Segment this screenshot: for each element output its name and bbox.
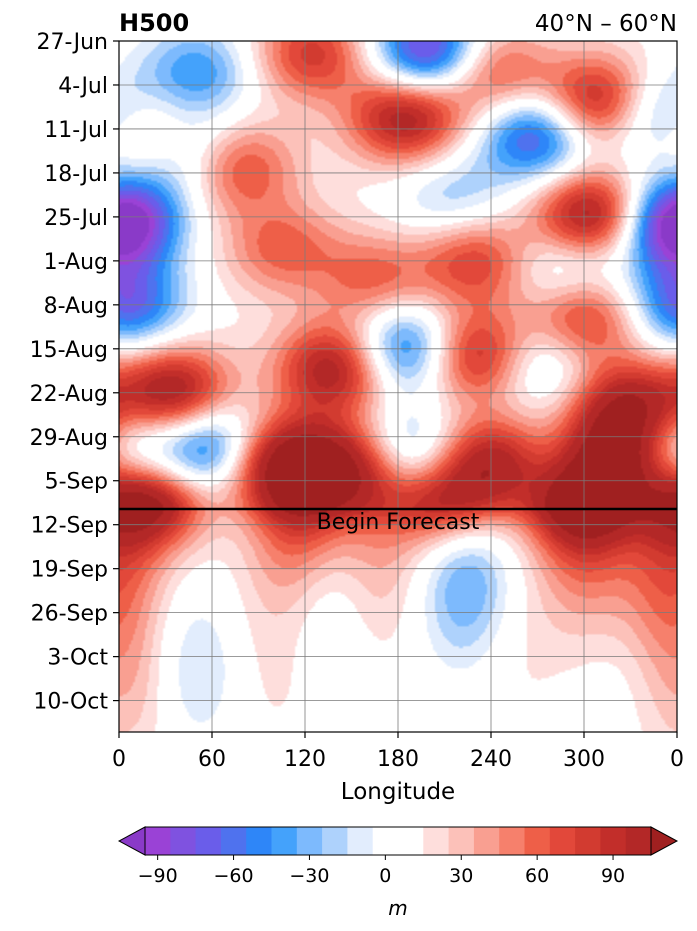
y-tick-label: 26-Sep bbox=[31, 602, 108, 627]
y-tick-label: 12-Sep bbox=[31, 514, 108, 539]
y-tick-label: 4-Jul bbox=[58, 74, 108, 99]
colorbar: −90 −60 −30 0 30 60 90 bbox=[117, 826, 679, 887]
colorbar-segment bbox=[170, 827, 197, 855]
y-tick-label: 29-Aug bbox=[30, 426, 108, 451]
y-axis-ticks: 27-Jun 4-Jul 11-Jul 18-Jul 25-Jul 1-Aug 8-Aug 1… bbox=[30, 30, 119, 715]
forecast-label: Begin Forecast bbox=[317, 510, 480, 535]
colorbar-segment bbox=[398, 827, 424, 855]
colorbar-tick-label: −30 bbox=[289, 865, 329, 887]
colorbar-segment bbox=[322, 827, 348, 855]
x-tick-label: 240 bbox=[470, 747, 512, 772]
x-tick-label: 180 bbox=[377, 747, 419, 772]
colorbar-segment bbox=[195, 827, 222, 855]
colorbar-frame bbox=[144, 826, 652, 856]
colorbar-extend-low bbox=[117, 826, 146, 856]
colorbar-segment bbox=[473, 827, 500, 855]
x-tick-label: 0 bbox=[112, 747, 126, 772]
colorbar-segment bbox=[220, 827, 247, 855]
colorbar-segment bbox=[271, 827, 298, 855]
colorbar-tick-label: 60 bbox=[525, 865, 549, 887]
y-tick-label: 8-Aug bbox=[44, 294, 108, 319]
colorbar-segment bbox=[600, 827, 627, 855]
y-tick-label: 25-Jul bbox=[44, 206, 108, 231]
x-axis-label: Longitude bbox=[341, 779, 455, 805]
colorbar-segment bbox=[372, 827, 399, 855]
colorbar-segment bbox=[347, 827, 374, 855]
x-tick-label: 300 bbox=[563, 747, 605, 772]
colorbar-segment bbox=[575, 827, 601, 855]
y-tick-label: 19-Sep bbox=[31, 558, 108, 583]
colorbar-segment bbox=[448, 827, 475, 855]
chart-title-right: 40°N – 60°N bbox=[535, 11, 677, 37]
y-tick-label: 1-Aug bbox=[44, 250, 108, 275]
x-tick-label: 0 bbox=[670, 747, 684, 772]
colorbar-tick-label: −90 bbox=[138, 865, 178, 887]
colorbar-segment bbox=[499, 827, 525, 855]
colorbar-tick-label: 0 bbox=[379, 865, 391, 887]
chart-title-left: H500 bbox=[119, 9, 189, 37]
y-tick-label: 10-Oct bbox=[33, 690, 108, 715]
colorbar-segment bbox=[246, 827, 272, 855]
colorbar-segment bbox=[423, 827, 450, 855]
colorbar-segment bbox=[549, 827, 576, 855]
x-tick-label: 60 bbox=[198, 747, 226, 772]
y-tick-label: 27-Jun bbox=[36, 30, 108, 55]
y-tick-label: 18-Jul bbox=[44, 162, 108, 187]
colorbar-tick-label: −60 bbox=[213, 865, 253, 887]
colorbar-tick-label: 30 bbox=[449, 865, 473, 887]
x-tick-label: 120 bbox=[284, 747, 326, 772]
colorbar-extend-high bbox=[650, 826, 679, 856]
y-tick-label: 3-Oct bbox=[47, 646, 108, 671]
x-axis-ticks: 0 60 120 180 240 300 0 bbox=[112, 732, 684, 772]
colorbar-segment bbox=[145, 827, 171, 855]
colorbar-tick-label: 90 bbox=[601, 865, 625, 887]
y-tick-label: 15-Aug bbox=[30, 338, 108, 363]
y-tick-label: 11-Jul bbox=[44, 118, 108, 143]
y-tick-label: 5-Sep bbox=[45, 470, 108, 495]
colorbar-segment bbox=[524, 827, 551, 855]
grid-lines bbox=[119, 41, 677, 732]
colorbar-label: m bbox=[388, 896, 407, 920]
y-tick-label: 22-Aug bbox=[30, 382, 108, 407]
colorbar-segment bbox=[625, 827, 652, 855]
colorbar-segment bbox=[296, 827, 323, 855]
